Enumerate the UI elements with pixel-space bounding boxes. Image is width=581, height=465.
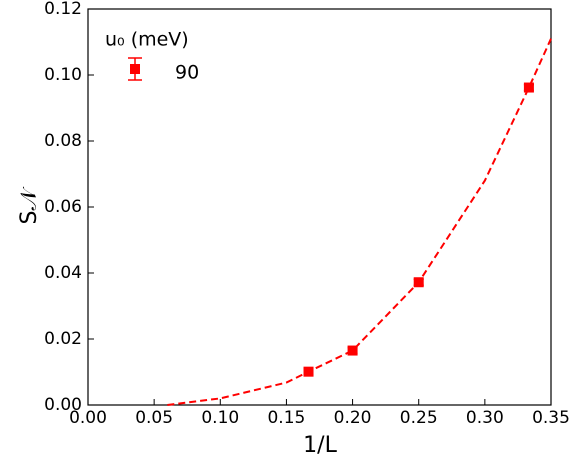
plot-frame [87, 8, 552, 406]
data-point [523, 82, 534, 93]
legend-label: 90 [175, 62, 199, 84]
y-tick-label: 0.06 [44, 197, 82, 217]
y-tick-label: 0.04 [44, 263, 82, 283]
y-axis-label: S𝒩 [17, 187, 42, 225]
x-tick-label: 0.35 [532, 408, 570, 428]
x-axis-label: 1/L [303, 433, 337, 458]
x-tick-label: 0.05 [135, 408, 173, 428]
x-tick-label: 0.15 [267, 408, 305, 428]
data-point [303, 366, 314, 377]
y-tick-label: 0.02 [44, 329, 82, 349]
legend-marker [130, 64, 140, 74]
fit-line [167, 38, 552, 406]
x-tick-label: 0.30 [466, 408, 504, 428]
data-point [413, 277, 424, 288]
y-tick-label: 0.08 [44, 131, 82, 151]
x-tick-label: 0.10 [201, 408, 239, 428]
y-tick-label: 0.12 [44, 0, 82, 19]
x-tick-label: 0.25 [400, 408, 438, 428]
x-tick-label: 0.20 [334, 408, 372, 428]
y-tick-label: 0.00 [44, 395, 82, 415]
x-tick-label: 0.00 [69, 408, 107, 428]
legend-title: u₀ (meV) [105, 29, 189, 51]
data-point [347, 345, 358, 356]
y-tick-label: 0.10 [44, 65, 82, 85]
